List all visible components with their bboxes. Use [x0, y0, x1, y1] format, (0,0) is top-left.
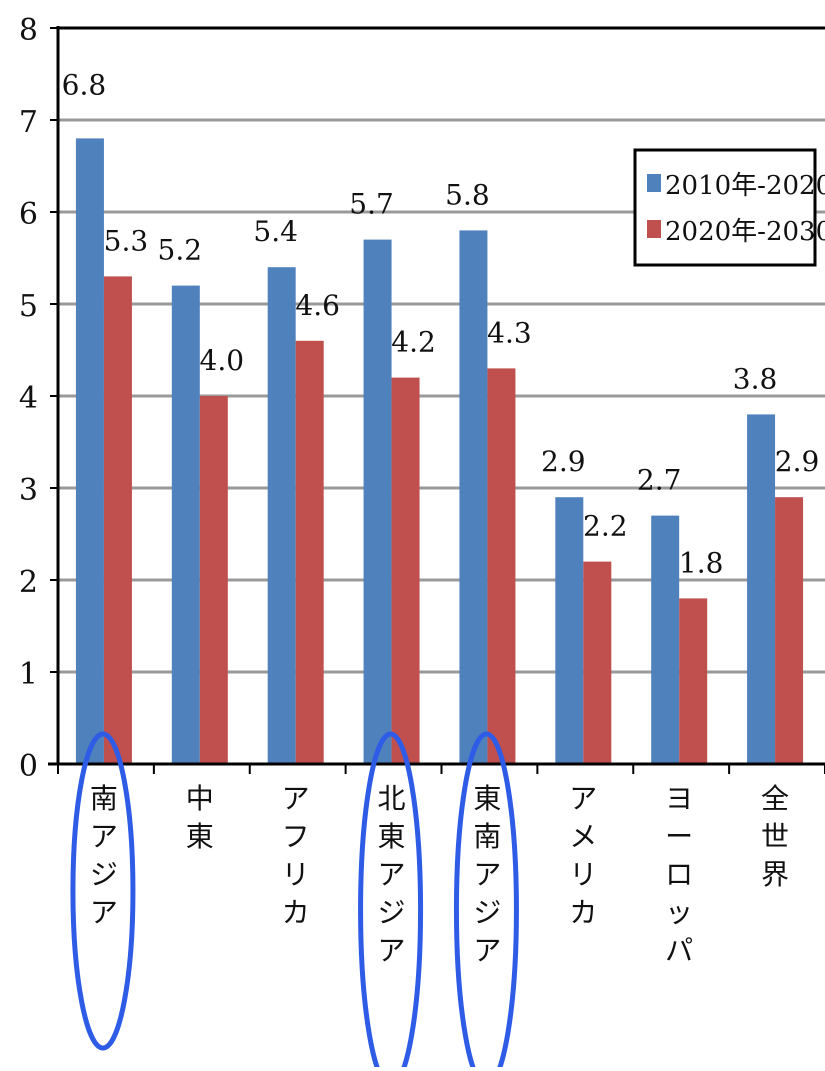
data-label-s1-7: 3.8	[733, 362, 778, 395]
bar-s1-6	[651, 515, 680, 764]
bar-s2-6	[679, 598, 708, 764]
bar-s1-5	[555, 497, 584, 764]
data-labels: 6.8 5.3 5.2 4.0 5.4 4.6 5.7 4.2 5.8 4.3 2.9 2.2 2.7 1…	[62, 68, 820, 579]
bar-s2-1	[199, 396, 228, 764]
category-labels: 南アジア 中東 アフリカ 北東アジア 東南アジア アメリカ ヨーロッパ 全世界	[90, 782, 789, 967]
data-label-s1-1: 5.2	[158, 234, 203, 267]
y-tick-label: 6	[19, 197, 38, 232]
category-label-5: アメリカ	[569, 782, 597, 929]
data-label-s2-4: 4.3	[487, 316, 532, 349]
bar-s2-5	[583, 561, 612, 764]
bar-s2-4	[487, 368, 516, 764]
legend-label-1: 2020年-2030年	[665, 217, 825, 247]
bar-s1-4	[459, 230, 488, 764]
data-label-s1-2: 5.4	[253, 215, 298, 248]
y-tick-label: 3	[19, 473, 38, 508]
data-label-s1-4: 5.8	[445, 178, 490, 211]
y-tick-label: 8	[19, 13, 38, 48]
bar-s1-2	[267, 267, 296, 764]
data-label-s1-6: 2.7	[637, 464, 682, 497]
category-label-0: 南アジア	[90, 782, 118, 929]
data-label-s2-1: 4.0	[200, 344, 245, 377]
data-label-s1-0: 6.8	[62, 68, 107, 101]
highlight-ellipse-3	[358, 731, 424, 1071]
category-label-1: 中東	[186, 782, 214, 853]
data-label-s1-3: 5.7	[349, 188, 394, 221]
y-tick-label: 7	[19, 105, 38, 140]
highlight-ellipse-4	[453, 731, 519, 1071]
highlight-ellipse-0	[70, 731, 136, 1051]
y-tick-label: 0	[19, 749, 38, 784]
bar-s2-7	[775, 497, 804, 764]
legend-label-0: 2010年-2020年	[665, 171, 825, 201]
bar-s1-0	[75, 138, 104, 764]
category-label-7: 全世界	[761, 782, 789, 891]
data-label-s2-5: 2.2	[583, 510, 628, 543]
highlight-ellipses	[70, 731, 519, 1071]
legend: 2010年-2020年 2020年-2030年	[633, 148, 825, 267]
y-tick-label: 5	[19, 289, 38, 324]
bar-s2-2	[295, 340, 324, 764]
category-label-6: ヨーロッパ	[665, 782, 693, 967]
data-label-s2-6: 1.8	[679, 546, 724, 579]
data-label-s1-5: 2.9	[541, 445, 586, 478]
bar-s1-1	[171, 285, 200, 764]
category-label-2: アフリカ	[282, 782, 310, 929]
category-label-3: 北東アジア	[378, 782, 406, 967]
y-tick-label: 4	[19, 381, 38, 416]
bars	[75, 138, 804, 765]
data-label-s2-0: 5.3	[104, 224, 149, 257]
axes: 0 1 2 3 4 5 6 7 8	[19, 13, 825, 784]
legend-box	[633, 148, 817, 267]
data-label-s2-2: 4.6	[295, 289, 340, 322]
bar-s1-3	[363, 239, 392, 765]
legend-swatch-0	[647, 174, 661, 192]
legend-swatch-1	[647, 220, 661, 238]
bar-s1-7	[747, 414, 776, 764]
category-label-4: 東南アジア	[473, 782, 501, 967]
bar-s2-3	[391, 377, 420, 764]
data-label-s2-7: 2.9	[775, 445, 820, 478]
y-tick-label: 2	[19, 565, 38, 600]
data-label-s2-3: 4.2	[391, 326, 436, 359]
y-tick-label: 1	[19, 657, 38, 692]
bar-s2-0	[103, 276, 132, 764]
